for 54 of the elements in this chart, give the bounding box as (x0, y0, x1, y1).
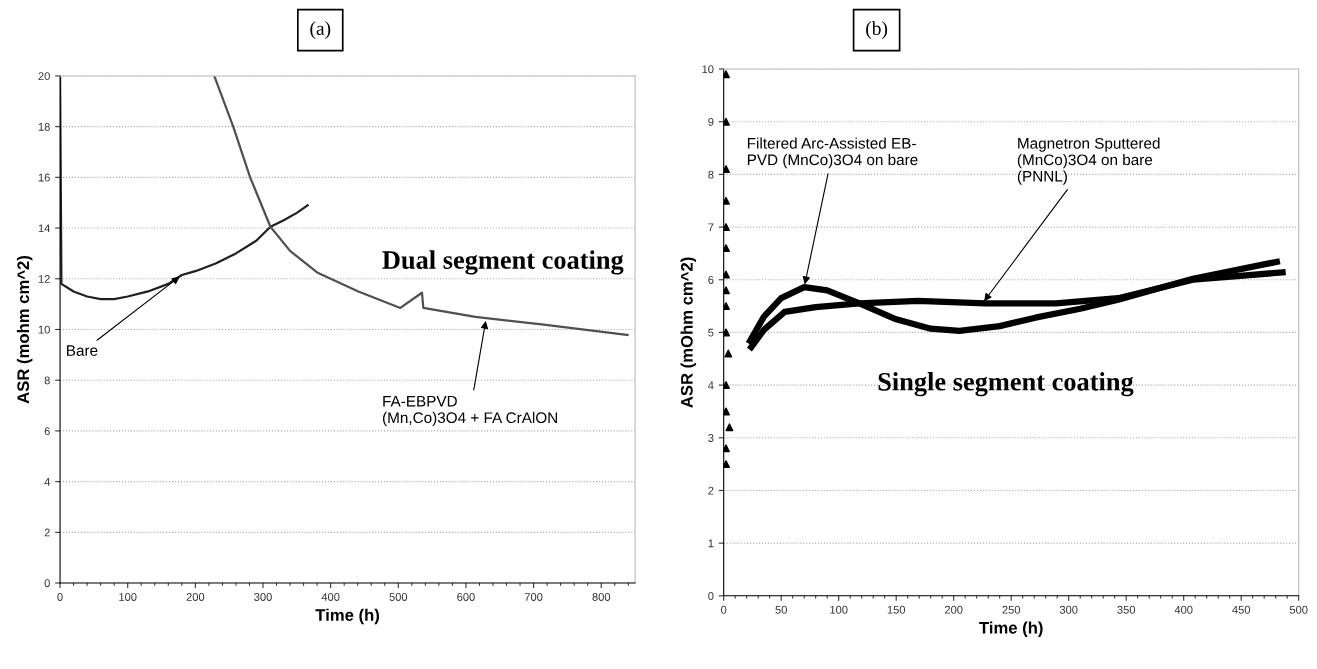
x-tick-label: 350 (1117, 605, 1136, 614)
x-tick-label: 0 (57, 593, 63, 601)
x-tick-label: 400 (1174, 605, 1193, 614)
y-tick-label: 14 (38, 224, 51, 233)
y-tick-label: 3 (708, 434, 714, 442)
x-tick-label: 400 (321, 593, 340, 601)
x-tick-label: 200 (944, 605, 963, 614)
y-tick-label: 12 (38, 275, 50, 283)
y-axis-title: ASR (mohm cm^2) (16, 255, 33, 404)
line-series (213, 75, 629, 337)
annotation: Dual segment coating (382, 250, 624, 275)
y-tick-label: 10 (38, 325, 50, 334)
y-tick-label: 10 (702, 65, 714, 74)
y-tick-label: 0 (44, 579, 50, 588)
x-tick-label: 600 (457, 593, 475, 601)
text: (a) (310, 21, 331, 39)
y-tick-label: 2 (708, 486, 714, 495)
y-tick-label: 6 (708, 276, 714, 284)
y-tick-label: 5 (708, 328, 714, 337)
x-tick-label: 500 (389, 593, 408, 601)
annotation: Filtered Arc-Assisted EB- PVD (MnCo)3O4 on bare (747, 137, 918, 169)
y-tick-label: 4 (44, 478, 51, 486)
y-tick-label: 1 (708, 539, 714, 548)
x-tick-label: 100 (119, 593, 137, 601)
x-axis-title: Time (h) (315, 608, 379, 625)
y-tick-label: 16 (38, 173, 50, 182)
x-tick-label: 100 (830, 605, 848, 614)
y-tick-label: 18 (38, 122, 50, 131)
y-tick-label: 8 (708, 170, 714, 179)
x-tick-label: 250 (1002, 605, 1021, 614)
y-tick-label: 4 (708, 381, 714, 390)
x-tick-label: 450 (1232, 605, 1251, 614)
x-tick-label: 300 (1059, 605, 1078, 614)
x-tick-label: 200 (186, 593, 205, 601)
x-tick-label: 700 (524, 593, 543, 601)
x-tick-label: 50 (775, 605, 787, 614)
x-tick-label: 0 (721, 605, 727, 614)
x-tick-label: 150 (887, 605, 906, 614)
y-tick-label: 8 (44, 376, 50, 385)
annotation: Single segment coating (878, 372, 1134, 397)
x-tick-label: 500 (1289, 605, 1308, 614)
text: (b) (866, 21, 888, 39)
y-tick-label: 2 (44, 528, 50, 537)
y-tick-label: 20 (38, 72, 50, 81)
y-tick-label: 9 (708, 117, 714, 126)
x-tick-label: 800 (592, 593, 611, 601)
x-axis-title: Time (h) (979, 621, 1043, 637)
y-tick-label: 6 (44, 427, 50, 436)
annotation: Magnetron Sputtered (MnCo)3O4 on bare (PNNL) (1017, 137, 1160, 185)
y-tick-label: 7 (708, 223, 714, 232)
annotation: FA-EBPVD (Mn,Co)3O4 + FA CrAlON (383, 395, 557, 427)
x-tick-label: 300 (254, 593, 272, 601)
y-axis-title: ASR (mOhm cm^2) (680, 257, 697, 408)
annotation: Bare (67, 345, 98, 356)
